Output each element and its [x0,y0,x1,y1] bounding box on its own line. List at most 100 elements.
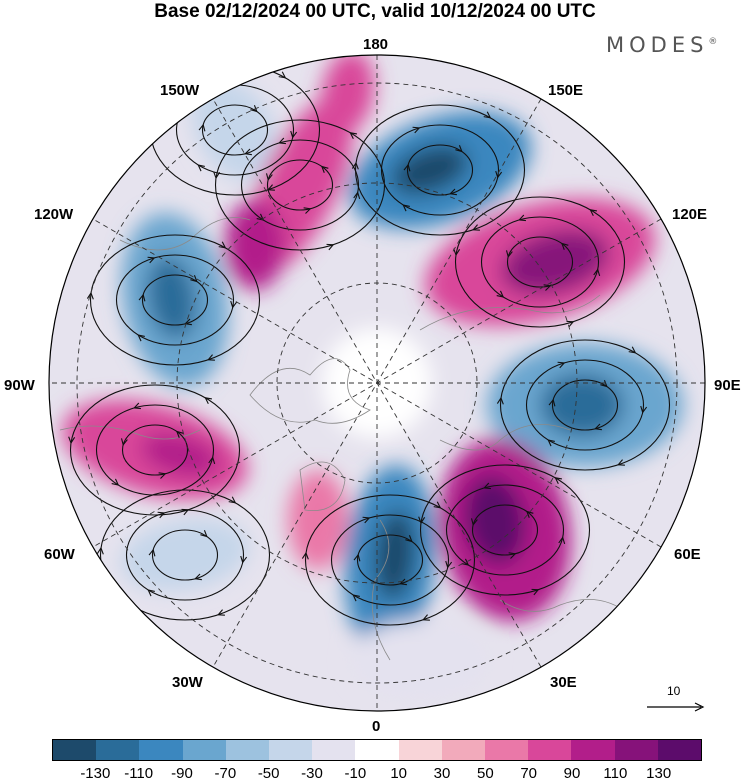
colorbar-tick-label: -50 [257,765,280,782]
colorbar-swatch [485,740,529,760]
brand-logo: MODES® [606,33,718,57]
colorbar-swatch [614,740,658,760]
streamline-arrow [157,511,166,519]
streamline-arrow [353,553,361,562]
colorbar-swatch [657,740,702,760]
label-60w: 60W [44,546,75,563]
label-120e: 120E [672,206,708,223]
streamline-arrow [518,214,526,222]
label-90e: 90E [714,377,741,394]
streamline-arrow [495,170,503,179]
anomaly-field [62,55,683,700]
coastlines [59,217,631,661]
streamline-arrow [228,496,237,504]
streamline-arrow [68,436,76,445]
coastline [499,599,631,616]
colorbar-tick-label: 130 [646,765,672,782]
streamline-arrow [207,86,216,94]
streamline-arrow [455,145,463,153]
streamline-arrow [558,536,566,545]
streamline-arrow [505,250,513,259]
streamline-arrow [184,318,192,326]
streamline [506,236,574,288]
streamline-arrow [120,438,128,447]
colorbar-swatch [53,740,97,760]
colorbar-tick-label: -110 [124,765,154,782]
colorbar-swatch [269,740,313,760]
streamline-arrow [190,275,198,283]
streamline-arrow [405,535,413,543]
streamline-arrow [148,548,156,557]
streamline-arrow [470,518,478,527]
streamline-arrow [525,510,534,518]
meridian-line [212,98,542,668]
reference-vector-arrow [647,702,705,712]
streamline-arrow [402,204,410,212]
streamline [380,124,500,216]
streamline-arrow [483,482,491,490]
colorbar-swatch [571,740,615,760]
anomaly-cell [391,145,469,195]
anomaly-cell [501,229,609,295]
colorbar-swatch [225,740,270,760]
streamline-arrow [213,171,221,180]
streamline-arrow [267,184,275,191]
streamline [406,144,474,196]
streamline [115,254,235,346]
streamline [121,424,189,476]
colorbar-tick-label: 110 [603,765,628,782]
label-90w: 90W [4,377,35,394]
streamline [525,359,645,451]
colorbar-tick-label: 70 [520,765,537,782]
streamline-arrow [472,224,480,231]
streamline-arrow [256,213,265,221]
streamline-arrow [362,516,371,524]
colorbar-tick-label: -90 [171,765,193,782]
colorbar [52,739,702,761]
label-30e: 30E [550,674,577,691]
streamline-arrow [531,588,540,596]
streamline [330,514,450,606]
streamline-arrow [403,163,411,172]
streamline-arrow [265,173,273,182]
streamline-arrow [594,423,602,431]
anomaly-cell [225,200,285,290]
streamline-arrow [240,555,248,564]
colorbar-tick-label: 50 [476,765,494,782]
colorbar-swatch [182,740,226,760]
streamline-arrow [543,284,552,291]
streamline [419,464,591,596]
streamline [89,234,261,366]
label-150e: 150E [548,82,584,99]
coastline [249,358,371,424]
streamline-arrow [557,361,566,369]
streamline-arrow [326,243,335,251]
streamline-arrow [197,164,205,172]
streamline-arrow [133,402,141,410]
colorbar-ticks: -130 -110 -90 -70 -50 -30 -10 10 30 50 70 90 110 130 [0,765,750,783]
streamline [95,404,215,496]
streamline-arrow [352,594,360,602]
colorbar-swatch [441,740,486,760]
streamline-arrow [640,405,648,414]
streamline-arrow [589,209,598,217]
streamline-arrow [208,456,216,465]
coastline [419,294,601,331]
label-120w: 120W [34,206,74,223]
streamline-arrow [349,132,358,140]
streamline-arrow [204,397,213,405]
streamline-arrow [194,573,202,581]
streamline-arrow [449,188,457,196]
streamline-arrow [147,256,156,264]
streamline-arrow [433,501,442,509]
streamline-arrow [230,300,238,309]
coastline [439,424,571,451]
streamline-arrow [198,123,206,132]
label-180: 180 [363,36,389,53]
coastline [371,519,391,661]
label-60e: 60E [674,546,701,563]
map-border [48,54,706,712]
anomaly-cell [147,256,197,340]
streamline [125,509,245,601]
streamline-arrow [250,105,258,113]
